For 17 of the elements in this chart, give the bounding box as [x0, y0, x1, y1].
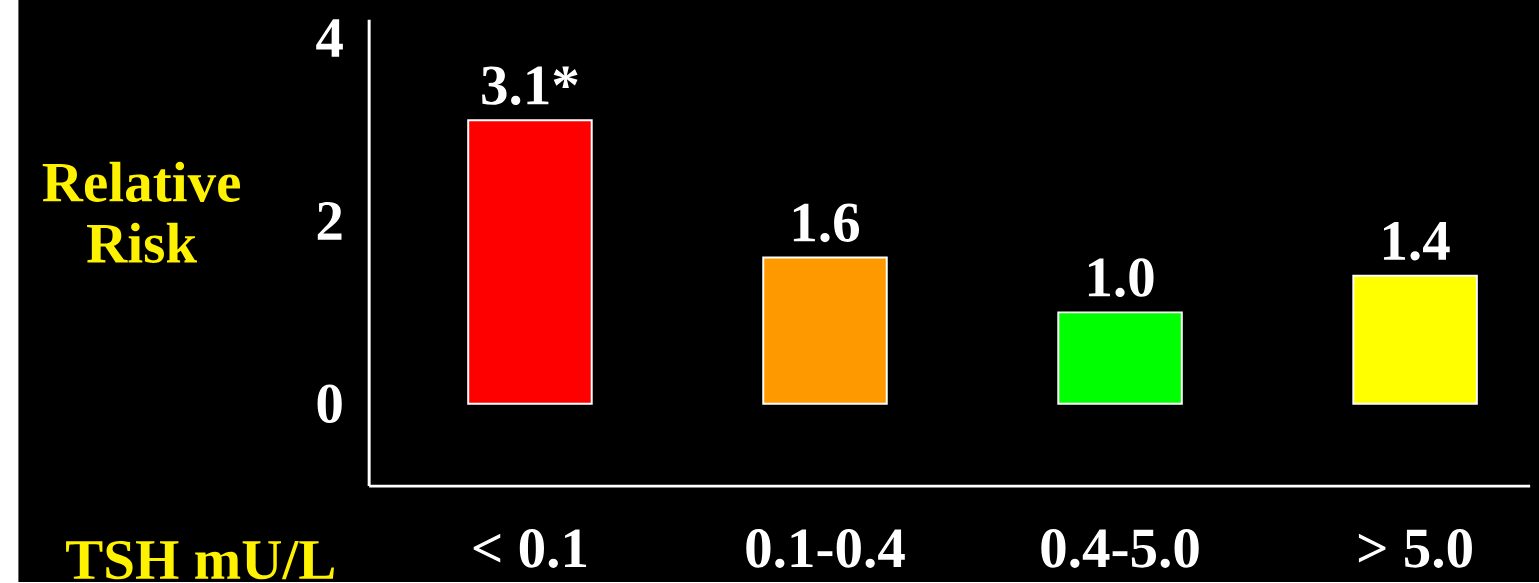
- data-label: 1.6: [793, 203, 860, 243]
- x-axis-title: TSH mU/L: [66, 541, 334, 580]
- x-tick-label: > 5.0: [1358, 529, 1472, 569]
- bar: [1352, 275, 1478, 406]
- x-tick-label: < 0.1: [473, 529, 587, 569]
- bar: [467, 119, 593, 406]
- bar: [762, 256, 888, 406]
- x-tick-label: 0.4-5.0: [1041, 529, 1199, 569]
- bar: [1057, 311, 1183, 406]
- data-label: 3.1*: [482, 66, 578, 106]
- y-tick-label: 0: [317, 384, 342, 424]
- x-tick-label: 0.1-0.4: [746, 529, 905, 569]
- y-tick-label: 2: [317, 202, 342, 241]
- data-label: 1.4: [1383, 222, 1450, 261]
- y-tick-label: 4: [316, 19, 343, 58]
- data-label: 1.0: [1088, 258, 1154, 298]
- y-axis-title: Relative Risk: [42, 161, 241, 264]
